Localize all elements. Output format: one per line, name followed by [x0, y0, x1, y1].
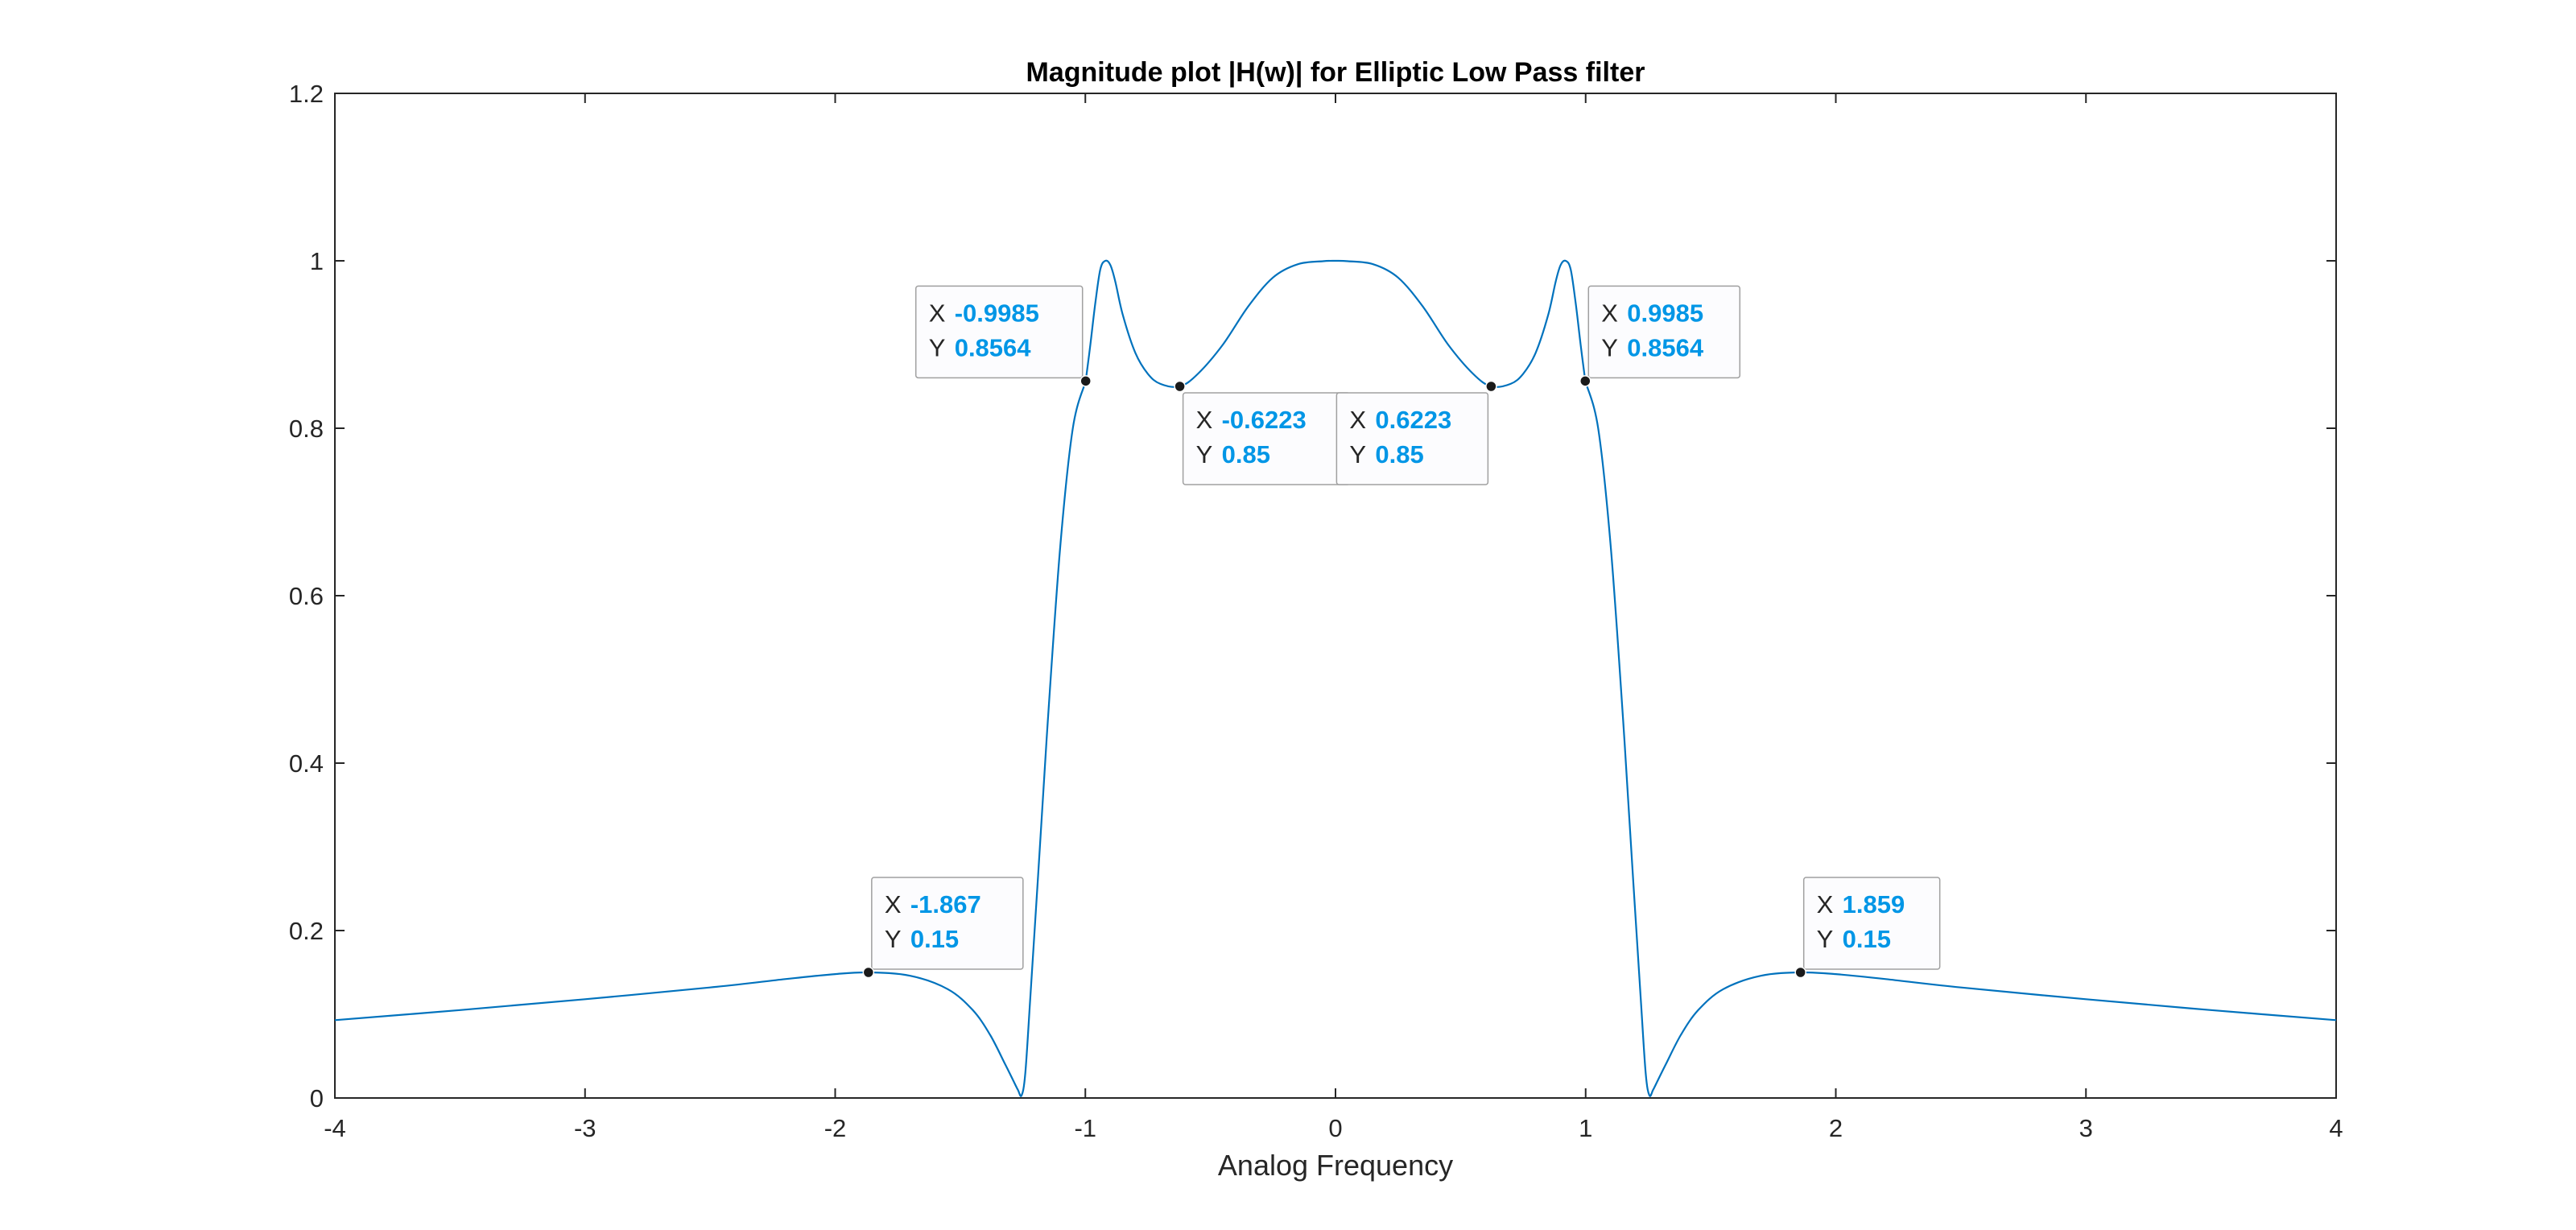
datatip-marker[interactable]: [1485, 380, 1497, 393]
x-tick-label: -3: [574, 1114, 597, 1142]
y-tick-label: 1.2: [289, 80, 324, 108]
datatip[interactable]: X -0.6223 Y 0.85: [1174, 380, 1351, 485]
datatip-y-key: Y: [1196, 440, 1213, 468]
datatip-y-key: Y: [1601, 333, 1618, 361]
datatip-y-value: 0.85: [1375, 440, 1423, 468]
datatip-y-key: Y: [1349, 440, 1366, 468]
datatip-box: [1802, 877, 1941, 970]
datatip-x-value: -0.6223: [1222, 406, 1307, 434]
y-tick-label: 0.2: [289, 917, 324, 945]
series-layer: [334, 259, 2337, 1097]
x-tick-label: -4: [324, 1114, 346, 1142]
datatip-x-value: 0.9985: [1627, 299, 1703, 327]
datatip-x-key: X: [885, 890, 902, 918]
x-tick-label: 0: [1328, 1114, 1342, 1142]
datatip-x-value: -0.9985: [955, 299, 1039, 327]
y-tick-label: 0: [310, 1084, 324, 1112]
datatip-y-key: Y: [929, 333, 946, 361]
datatip-x-key: X: [1349, 406, 1366, 434]
datatip-marker[interactable]: [1579, 375, 1591, 387]
datatip-y-value: 0.8564: [955, 333, 1032, 361]
datatip-box: [871, 877, 1024, 970]
datatip[interactable]: X 0.6223 Y 0.85: [1335, 380, 1497, 485]
x-tick-label: 4: [2329, 1114, 2343, 1142]
datatip-x-key: X: [1817, 890, 1834, 918]
datatip-marker[interactable]: [1080, 375, 1092, 387]
datatip-y-value: 0.85: [1222, 440, 1270, 468]
datatip-x-value: 0.6223: [1375, 406, 1451, 434]
datatip-box: [914, 285, 1084, 379]
datatip-x-key: X: [1601, 299, 1618, 327]
datatip-x-value: 1.859: [1843, 890, 1905, 918]
datatip-box: [1335, 392, 1489, 485]
datatip[interactable]: X 1.859 Y 0.15: [1794, 877, 1941, 979]
datatip-marker[interactable]: [1174, 380, 1186, 393]
datatip-y-key: Y: [1817, 925, 1834, 953]
datatip-marker[interactable]: [862, 966, 875, 979]
y-tick-label: 0.8: [289, 415, 324, 443]
x-tick-label: 1: [1579, 1114, 1592, 1142]
x-tick-label: -2: [824, 1114, 847, 1142]
datatip-x-key: X: [929, 299, 946, 327]
x-tick-label: 2: [1829, 1114, 1843, 1142]
x-tick-label: 3: [2079, 1114, 2093, 1142]
datatip[interactable]: X -0.9985 Y 0.8564: [914, 285, 1092, 387]
datatip-y-value: 0.15: [910, 925, 959, 953]
datatip-y-value: 0.8564: [1627, 333, 1704, 361]
datatip-y-key: Y: [885, 925, 902, 953]
datatip[interactable]: X 0.9985 Y 0.8564: [1579, 285, 1741, 387]
x-tick-label: -1: [1074, 1114, 1096, 1142]
datatips-layer: X -0.9985 Y 0.8564 X -0.6223 Y 0.85 X 0.6223 Y 0.85…: [862, 285, 1941, 979]
datatip-x-key: X: [1196, 406, 1213, 434]
datatip[interactable]: X -1.867 Y 0.15: [862, 877, 1024, 979]
datatip-x-value: -1.867: [910, 890, 981, 918]
y-tick-label: 1: [310, 247, 324, 275]
chart-title: Magnitude plot |H(w)| for Elliptic Low P…: [1026, 57, 1645, 88]
y-tick-label: 0.4: [289, 749, 324, 778]
magnitude-line: [334, 259, 2337, 1097]
x-axis-label: Analog Frequency: [1218, 1149, 1453, 1182]
y-tick-label: 0.6: [289, 582, 324, 610]
plot-area: [334, 93, 2337, 1099]
datatip-y-value: 0.15: [1843, 925, 1891, 953]
axis-tick-labels: -4 -3 -2 -1 0 1 2 3 4 0 0.2 0.4 0.6 0.8 1 1.2: [289, 80, 2343, 1142]
axis-ticks: [334, 93, 2337, 1099]
datatip-marker[interactable]: [1794, 966, 1806, 979]
datatip-box: [1587, 285, 1741, 379]
